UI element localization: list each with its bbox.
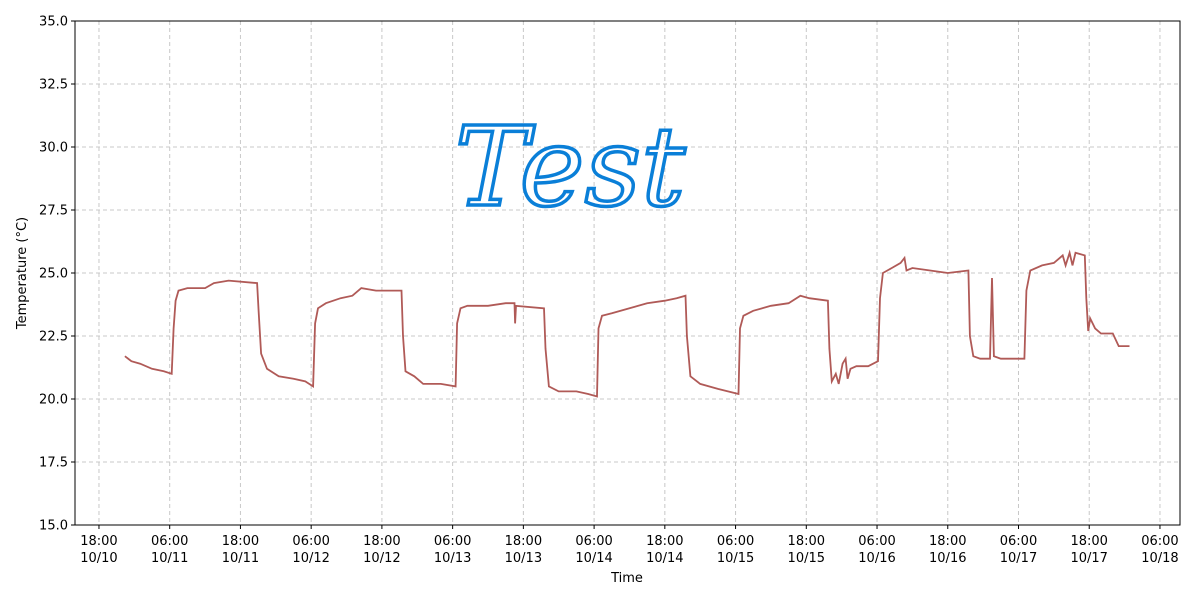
y-tick-label: 35.0	[39, 15, 68, 30]
x-tick-label: 18:00 10/15	[788, 534, 825, 566]
x-tick-label: 06:00 10/17	[1000, 534, 1037, 566]
y-tick-label: 27.5	[39, 204, 68, 219]
x-tick-label: 06:00 10/18	[1141, 534, 1178, 566]
x-tick-label: 06:00 10/13	[434, 534, 471, 566]
x-tick-label: 06:00 10/12	[292, 534, 329, 566]
annotation: Test	[455, 103, 686, 231]
plot-frame	[74, 20, 1181, 526]
y-tick-label: 25.0	[39, 267, 68, 282]
x-tick-label: 06:00 10/11	[151, 534, 188, 566]
y-tick-label: 22.5	[39, 330, 68, 345]
x-tick-label: 18:00 10/12	[363, 534, 400, 566]
x-tick-label: 18:00 10/11	[222, 534, 259, 566]
y-axis-label: Temperature (°C)	[15, 217, 30, 330]
x-tick-label: 06:00 10/15	[717, 534, 754, 566]
x-axis-label: Time	[610, 571, 643, 586]
y-tick-label: 30.0	[39, 141, 68, 156]
x-tick-label: 06:00 10/14	[575, 534, 612, 566]
x-tick-label: 18:00 10/10	[80, 534, 117, 566]
y-tick-label: 20.0	[39, 393, 68, 408]
x-tick-label: 18:00 10/17	[1070, 534, 1107, 566]
x-tick-label: 18:00 10/13	[505, 534, 542, 566]
x-tick-label: 06:00 10/16	[858, 534, 895, 566]
y-tick-label: 17.5	[39, 456, 68, 471]
y-tick-label: 32.5	[39, 78, 68, 93]
x-tick-label: 18:00 10/16	[929, 534, 966, 566]
data-line	[124, 249, 1130, 398]
y-tick-label: 15.0	[39, 519, 68, 534]
x-tick-label: 18:00 10/14	[646, 534, 683, 566]
